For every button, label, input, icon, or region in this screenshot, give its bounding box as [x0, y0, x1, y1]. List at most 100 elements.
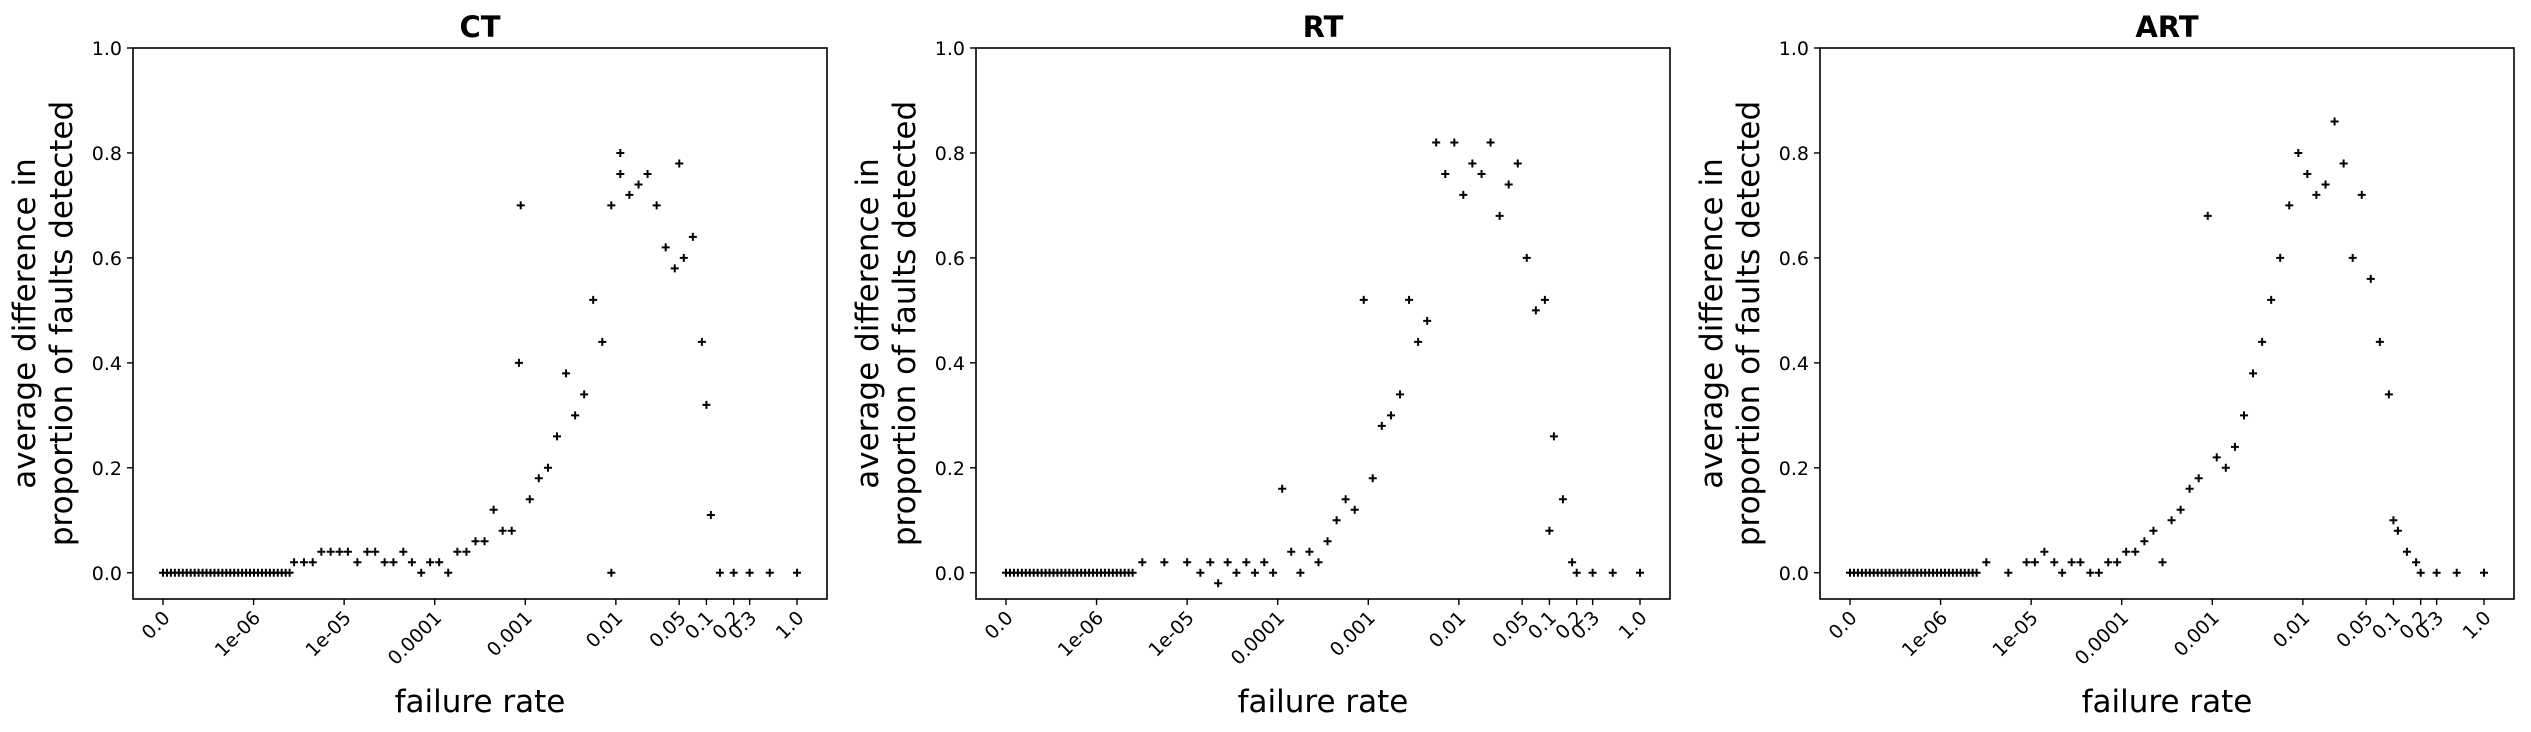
data-point: [1242, 558, 1251, 567]
data-point: [1982, 558, 1991, 567]
y-tick-label: 0.2: [92, 458, 122, 480]
data-point: [2030, 558, 2039, 567]
data-point: [516, 201, 525, 210]
chart-title: CT: [459, 10, 500, 44]
data-point: [607, 568, 616, 577]
data-point: [1206, 558, 1215, 567]
data-point: [1214, 579, 1223, 588]
data-point: [462, 547, 471, 556]
y-tick-label: 0.6: [935, 248, 965, 270]
data-point: [675, 159, 684, 168]
data-point: [2267, 295, 2276, 304]
y-tick-label: 0.4: [1779, 353, 1809, 375]
data-point: [2004, 568, 2013, 577]
plot-frame: [1819, 47, 2515, 600]
data-point: [553, 432, 562, 441]
data-point: [1459, 190, 1468, 199]
data-point: [1287, 547, 1296, 556]
data-point: [290, 558, 299, 567]
data-point: [2122, 547, 2131, 556]
x-axis-label: failure rate: [1238, 684, 1409, 720]
data-point: [2240, 411, 2249, 420]
data-point: [1232, 568, 1241, 577]
data-point: [1540, 295, 1549, 304]
data-point: [2375, 337, 2384, 346]
data-point: [2230, 442, 2239, 451]
y-tick-label: 0.6: [1779, 248, 1809, 270]
data-point: [562, 369, 571, 378]
data-point: [317, 547, 326, 556]
data-point: [616, 148, 625, 157]
data-point: [2321, 180, 2330, 189]
data-point: [308, 558, 317, 567]
y-tick-label: 0.4: [92, 353, 122, 375]
data-point: [2221, 463, 2230, 472]
data-point: [1549, 432, 1558, 441]
data-point: [1450, 138, 1459, 147]
y-tick-label: 0.8: [1779, 143, 1809, 165]
data-point: [1558, 495, 1567, 504]
data-point: [697, 337, 706, 346]
data-point: [2294, 148, 2303, 157]
data-point: [343, 547, 352, 556]
data-point: [453, 547, 462, 556]
data-point: [2058, 568, 2067, 577]
y-tick-label: 0.2: [1779, 458, 1809, 480]
data-point: [2357, 190, 2366, 199]
data-point: [435, 558, 444, 567]
y-tick-label: 1.0: [935, 38, 965, 60]
plot-frame: [132, 47, 828, 600]
x-axis-label: failure rate: [2082, 684, 2253, 720]
data-point: [688, 232, 697, 241]
data-point: [1636, 568, 1644, 577]
data-point: [607, 201, 616, 210]
data-point: [1196, 568, 1205, 577]
data-point: [417, 568, 426, 577]
data-point: [729, 568, 738, 577]
data-point: [380, 558, 389, 567]
data-point: [299, 558, 308, 567]
y-tick-label: 0.8: [935, 143, 965, 165]
data-point: [480, 537, 489, 546]
data-point: [2149, 526, 2158, 535]
data-point: [514, 358, 523, 367]
data-point: [2131, 547, 2140, 556]
data-point: [2312, 190, 2321, 199]
data-point: [2185, 484, 2194, 493]
data-point: [426, 558, 435, 567]
data-point: [1486, 138, 1495, 147]
data-point: [2022, 558, 2031, 567]
data-point: [2249, 369, 2258, 378]
data-point: [580, 390, 589, 399]
data-point: [1522, 253, 1531, 262]
data-point: [1441, 169, 1450, 178]
data-point: [1359, 295, 1368, 304]
plot-frame: [975, 47, 1671, 600]
data-point: [2412, 558, 2421, 567]
chart-title: ART: [2135, 10, 2198, 44]
data-point: [1260, 558, 1269, 567]
data-point: [1250, 568, 1259, 577]
data-point: [1160, 558, 1169, 567]
data-point: [1432, 138, 1441, 147]
data-point: [2158, 558, 2167, 567]
data-point: [1341, 495, 1350, 504]
data-point: [444, 568, 453, 577]
data-point: [1504, 180, 1513, 189]
data-point: [616, 169, 625, 178]
data-point: [1138, 558, 1147, 567]
data-point: [1323, 537, 1332, 546]
y-tick-label: 0.2: [935, 458, 965, 480]
data-point: [2140, 537, 2149, 546]
data-point: [1269, 568, 1278, 577]
data-point: [1588, 568, 1597, 577]
y-tick-label: 0.0: [935, 563, 965, 585]
data-point: [326, 547, 335, 556]
data-point: [489, 505, 498, 514]
data-point: [2176, 505, 2185, 514]
data-point: [625, 190, 634, 199]
data-point: [1414, 337, 1423, 346]
data-point: [1223, 558, 1232, 567]
data-point: [1332, 516, 1341, 525]
